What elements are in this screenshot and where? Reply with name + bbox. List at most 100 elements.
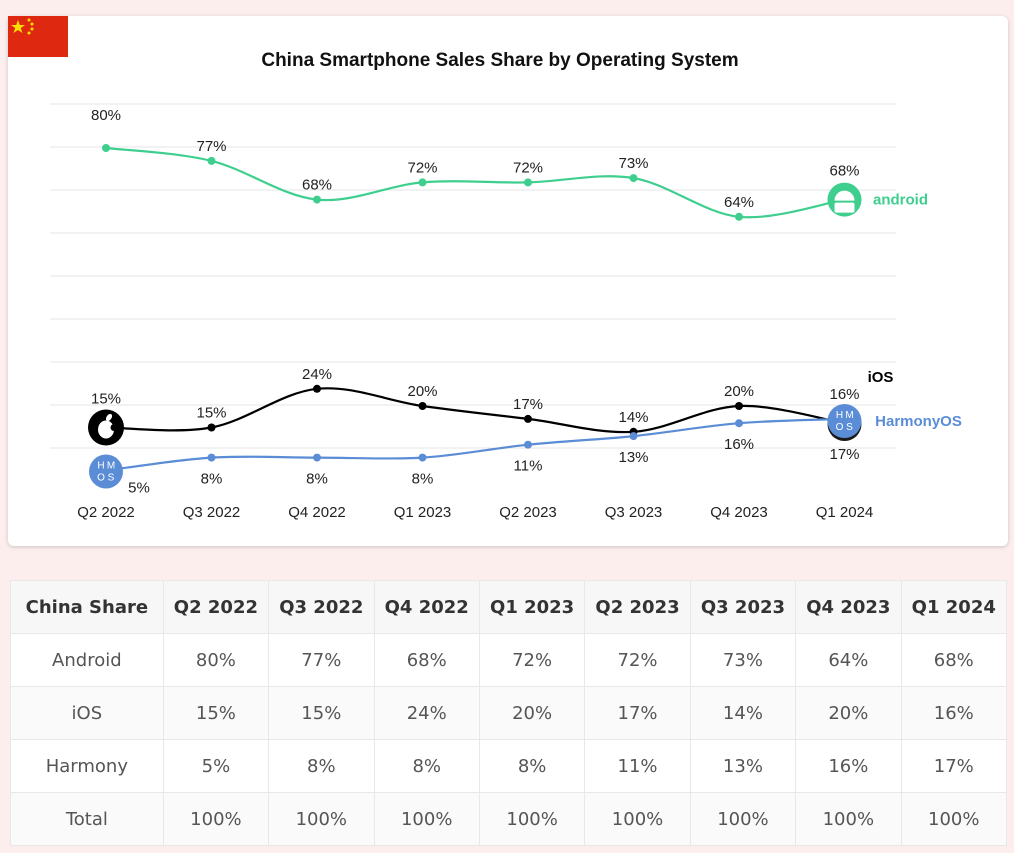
table-cell: 15%	[162, 686, 270, 740]
x-tick-label: Q2 2022	[77, 504, 135, 521]
table-cell: 80%	[162, 633, 270, 687]
data-point-harmonyos	[735, 419, 743, 428]
data-point-harmonyos	[524, 440, 532, 449]
x-tick-label: Q3 2023	[605, 504, 663, 521]
data-label-android: 68%	[829, 163, 859, 180]
share-table: China Share Q2 2022 Q3 2022 Q4 2022 Q1 2…	[10, 580, 1008, 846]
harmonyos-end-logo-icon	[827, 404, 862, 439]
x-tick-label: Q1 2024	[816, 504, 874, 521]
data-label-android: 68%	[302, 177, 332, 194]
table-header-cell: Q1 2024	[900, 580, 1008, 634]
data-point-android	[735, 212, 743, 221]
data-point-ios	[207, 423, 216, 432]
data-point-harmonyos	[207, 453, 216, 462]
table-cell: 100%	[268, 792, 375, 846]
data-point-android	[418, 178, 427, 187]
data-label-harmonyos: 11%	[514, 458, 543, 475]
data-label-ios: 15%	[196, 405, 226, 422]
table-cell: 100%	[162, 792, 270, 846]
harmony-badge-letter: M	[845, 410, 853, 421]
table-cell: 100%	[478, 792, 586, 846]
data-label-android: 72%	[513, 159, 543, 176]
data-label-android: 73%	[618, 155, 648, 172]
table-header-cell: Q1 2023	[478, 580, 586, 634]
data-point-ios	[418, 402, 427, 410]
harmonyos-logo-icon	[89, 454, 123, 489]
data-label-ios: 16%	[829, 386, 859, 403]
table-cell: 100%	[900, 792, 1008, 846]
x-tick-label: Q4 2022	[288, 504, 346, 521]
table-cell: 100%	[373, 792, 480, 846]
harmony-badge-letter: H	[97, 461, 104, 472]
table-cell: 100%	[689, 792, 797, 846]
table-cell: 5%	[162, 739, 270, 793]
table-cell: 8%	[478, 739, 586, 793]
table-cell: 8%	[373, 739, 480, 793]
table-cell: 8%	[268, 739, 375, 793]
data-point-harmonyos	[418, 453, 427, 462]
apple-logo-bite	[110, 424, 118, 431]
data-point-android	[524, 178, 532, 187]
table-cell: 20%	[795, 686, 902, 740]
data-point-ios	[524, 414, 532, 423]
line-chart: China Smartphone Sales Share by Operatin…	[50, 50, 962, 521]
table-cell: 17%	[584, 686, 691, 740]
table-row: Total 100% 100% 100% 100% 100% 100% 100%…	[10, 792, 1008, 846]
data-label-ios: 14%	[618, 409, 648, 426]
table-cell: 15%	[268, 686, 375, 740]
table-cell: 13%	[689, 739, 797, 793]
data-point-android	[629, 174, 638, 183]
android-robot-body	[834, 202, 855, 213]
data-label-harmonyos: 17%	[829, 446, 859, 463]
table-row: Harmony 5% 8% 8% 8% 11% 13% 16% 17%	[10, 739, 1008, 793]
apple-logo-shape	[98, 420, 114, 439]
chart-card: China Smartphone Sales Share by Operatin…	[8, 16, 1008, 546]
table-cell: iOS	[10, 686, 164, 740]
table-row: Android 80% 77% 68% 72% 72% 73% 64% 68%	[10, 633, 1008, 687]
data-label-harmonyos: 8%	[306, 471, 328, 488]
table-row: iOS 15% 15% 24% 20% 17% 14% 20% 16%	[10, 686, 1008, 740]
table-cell: 100%	[584, 792, 691, 846]
table-header-cell: Q2 2022	[162, 580, 270, 634]
data-point-ios	[735, 402, 743, 410]
data-point-android	[207, 156, 216, 165]
x-tick-label: Q2 2023	[499, 504, 557, 521]
table-header-row: China Share Q2 2022 Q3 2022 Q4 2022 Q1 2…	[10, 580, 1008, 634]
table-cell: Android	[10, 633, 164, 687]
data-point-android	[313, 195, 321, 204]
data-label-ios: 17%	[513, 396, 543, 413]
table-cell: 68%	[900, 633, 1008, 687]
x-tick-label: Q3 2022	[183, 504, 241, 521]
table-cell: 100%	[795, 792, 902, 846]
data-label-ios: 24%	[302, 366, 332, 383]
table-cell: 72%	[584, 633, 691, 687]
android-robot-head	[834, 190, 855, 201]
legend-label-ios: iOS	[868, 369, 894, 386]
table-cell: 68%	[373, 633, 480, 687]
harmony-badge-letter: S	[108, 473, 115, 484]
table-cell: 14%	[689, 686, 797, 740]
table-cell: 16%	[900, 686, 1008, 740]
china-flag-icon	[8, 16, 68, 57]
data-label-ios: 20%	[724, 383, 754, 400]
data-point-harmonyos	[313, 453, 321, 462]
data-label-android: 80%	[91, 107, 121, 124]
data-label-ios: 15%	[91, 391, 121, 408]
table-header-cell: Q2 2023	[584, 580, 691, 634]
table-cell: 20%	[478, 686, 586, 740]
data-label-android: 64%	[724, 194, 754, 211]
data-label-harmonyos: 5%	[128, 480, 150, 497]
chart-title: China Smartphone Sales Share by Operatin…	[261, 50, 738, 71]
harmony-badge-letter: H	[836, 410, 843, 421]
table-cell: 16%	[795, 739, 902, 793]
series-line-android	[105, 146, 845, 219]
x-tick-label: Q1 2023	[394, 504, 452, 521]
table-cell: 17%	[900, 739, 1008, 793]
table-cell: Total	[10, 792, 164, 846]
table-header-cell: China Share	[10, 580, 164, 634]
apple-logo-leaf	[105, 413, 113, 422]
table-cell: 11%	[584, 739, 691, 793]
table-cell: 64%	[795, 633, 902, 687]
table-cell: Harmony	[10, 739, 164, 793]
table-cell: 77%	[268, 633, 375, 687]
